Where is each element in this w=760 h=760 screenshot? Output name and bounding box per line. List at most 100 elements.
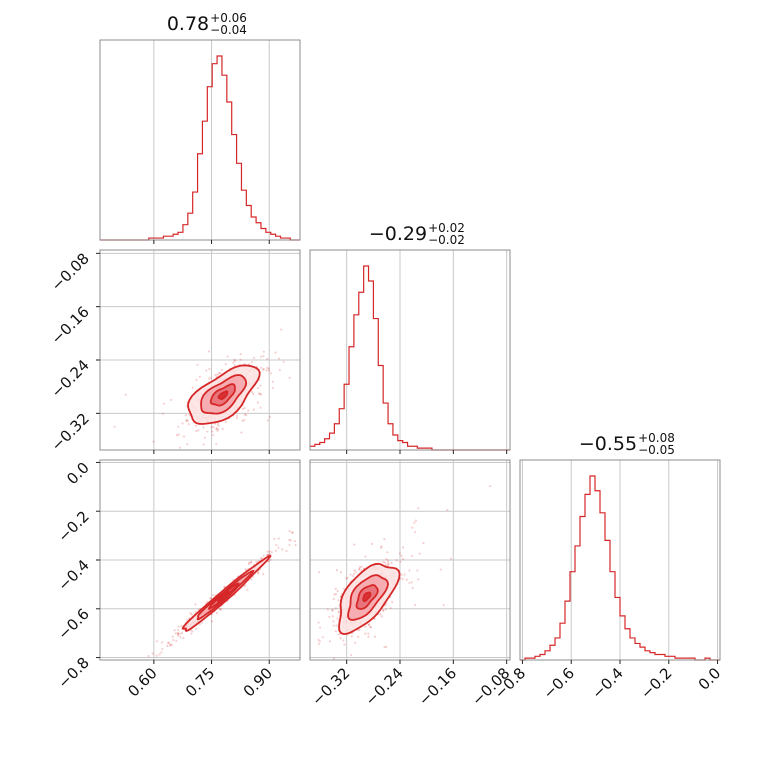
sample-point xyxy=(194,424,198,427)
sample-point xyxy=(195,430,198,433)
x-tick-label: −0.24 xyxy=(362,664,407,709)
sample-point xyxy=(346,576,349,579)
sample-point xyxy=(226,355,229,358)
sample-point xyxy=(180,631,184,634)
sample-point xyxy=(262,573,265,576)
sample-point xyxy=(209,376,213,379)
sample-point xyxy=(258,393,262,396)
sample-point xyxy=(410,581,413,584)
sample-point xyxy=(386,564,390,567)
sample-point xyxy=(220,368,224,371)
sample-point xyxy=(175,639,178,642)
sample-point xyxy=(288,538,291,541)
sample-point xyxy=(408,569,411,572)
sample-point xyxy=(160,651,163,654)
x-tick-label: −0.4 xyxy=(588,664,626,702)
sample-point xyxy=(191,630,194,633)
panel-frame-0-0 xyxy=(99,39,301,241)
sample-point xyxy=(271,386,275,390)
sample-point xyxy=(339,571,343,574)
sample-point xyxy=(252,356,256,359)
sample-point xyxy=(266,366,269,369)
sample-point xyxy=(243,418,246,422)
sample-point xyxy=(389,607,392,610)
sample-point xyxy=(354,570,357,574)
sample-point xyxy=(367,635,370,638)
sample-point xyxy=(364,625,367,628)
sample-point xyxy=(221,427,224,431)
sample-point xyxy=(255,561,258,564)
sample-point xyxy=(401,546,405,549)
sample-point xyxy=(247,562,251,566)
sample-point xyxy=(217,422,220,425)
y-tick-label: −0.16 xyxy=(48,303,93,348)
sample-point xyxy=(180,625,183,628)
sample-point xyxy=(187,423,190,426)
sample-point xyxy=(256,401,260,404)
sample-point xyxy=(233,358,236,361)
sample-point xyxy=(387,561,390,564)
sample-point xyxy=(305,603,307,605)
panel-frame-1-1 xyxy=(309,249,511,451)
sample-point xyxy=(262,350,265,353)
sample-point xyxy=(331,608,334,612)
sample-point xyxy=(266,419,269,422)
sample-point xyxy=(206,430,209,433)
sample-point xyxy=(186,419,189,422)
sample-point xyxy=(210,426,213,429)
sample-point xyxy=(328,640,332,643)
sample-point xyxy=(330,660,332,662)
y-tick-label: −0.24 xyxy=(48,356,93,401)
sample-point xyxy=(326,608,329,611)
sample-point xyxy=(328,615,331,619)
density-panel-1-2 xyxy=(305,484,492,691)
sample-point xyxy=(172,638,175,642)
sample-point xyxy=(321,636,324,639)
sample-point xyxy=(218,372,221,375)
sample-point xyxy=(244,584,247,587)
sample-point xyxy=(385,645,388,649)
sample-point xyxy=(259,355,263,358)
sample-point xyxy=(268,550,271,553)
sample-point xyxy=(262,554,265,557)
sample-point xyxy=(318,515,320,517)
sample-point xyxy=(194,611,197,614)
sample-point xyxy=(382,560,385,564)
sample-point xyxy=(401,577,404,581)
sample-point xyxy=(212,426,215,429)
sample-point xyxy=(358,628,361,631)
sample-point xyxy=(373,635,377,638)
sample-point xyxy=(258,392,261,395)
sample-point xyxy=(182,636,185,640)
sample-point xyxy=(391,601,394,604)
y-tick-label: −0.4 xyxy=(54,556,92,594)
sample-point xyxy=(185,618,189,622)
sample-point xyxy=(267,369,270,372)
sample-point xyxy=(357,635,360,638)
sample-point xyxy=(281,548,284,551)
sample-point xyxy=(350,635,353,638)
sample-point xyxy=(294,544,297,547)
sample-point xyxy=(224,363,227,366)
sample-point xyxy=(274,549,277,552)
sample-point xyxy=(359,689,361,691)
panel-frame-0-1 xyxy=(99,249,301,451)
sample-point xyxy=(282,360,285,363)
sample-point xyxy=(384,563,388,567)
sample-point xyxy=(383,538,386,541)
sample-point xyxy=(379,613,382,616)
sample-point xyxy=(175,433,179,437)
sample-point xyxy=(411,526,414,529)
sample-point xyxy=(171,635,174,638)
sample-point xyxy=(208,377,211,380)
sample-point xyxy=(336,590,339,593)
sample-point xyxy=(291,531,294,534)
param-title-1: −0.29 xyxy=(369,223,427,245)
sample-point xyxy=(353,641,357,644)
sample-point xyxy=(259,366,263,369)
sample-point xyxy=(193,452,195,454)
sample-point xyxy=(380,545,383,548)
sample-point xyxy=(177,625,180,628)
sample-point xyxy=(266,550,269,553)
